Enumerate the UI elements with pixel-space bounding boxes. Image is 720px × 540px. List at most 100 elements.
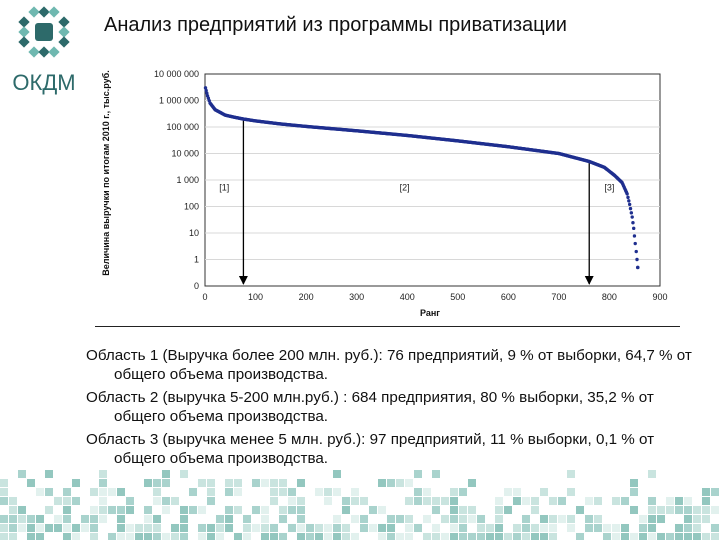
x-tick-label: 100: [248, 292, 263, 302]
mosaic-tile: [9, 515, 17, 523]
mosaic-tile: [432, 506, 440, 514]
mosaic-tile: [297, 533, 305, 540]
mosaic-tile: [630, 506, 638, 514]
logo-square: [18, 16, 30, 28]
mosaic-tile: [126, 506, 134, 514]
mosaic-tile: [324, 488, 332, 496]
mosaic-tile: [270, 533, 278, 540]
mosaic-tile: [603, 524, 611, 532]
mosaic-tile: [270, 524, 278, 532]
mosaic-tile: [0, 479, 8, 487]
data-point: [635, 257, 639, 262]
mosaic-tile: [585, 497, 593, 505]
mosaic-tile: [450, 515, 458, 523]
mosaic-tile: [414, 497, 422, 505]
mosaic-tile: [63, 497, 71, 505]
mosaic-tile: [549, 515, 557, 523]
mosaic-tile: [180, 533, 188, 540]
mosaic-tile: [297, 497, 305, 505]
mosaic-tile: [306, 533, 314, 540]
x-tick-label: 900: [652, 292, 667, 302]
mosaic-tile: [9, 497, 17, 505]
mosaic-tile: [540, 533, 548, 540]
mosaic-tile: [117, 506, 125, 514]
mosaic-tile: [567, 524, 575, 532]
mosaic-tile: [63, 515, 71, 523]
mosaic-tile: [63, 524, 71, 532]
mosaic-tile: [261, 515, 269, 523]
note-region-3: Область 3 (выручка менее 5 млн. руб.): 9…: [86, 431, 655, 467]
mosaic-tile: [684, 524, 692, 532]
mosaic-tile: [45, 470, 53, 478]
mosaic-tile: [27, 533, 35, 540]
logo-square: [18, 36, 30, 48]
logo-square: [38, 6, 50, 18]
mosaic-tile: [360, 515, 368, 523]
mosaic-tile: [90, 524, 98, 532]
mosaic-tile: [144, 479, 152, 487]
mosaic-tile: [135, 524, 143, 532]
y-tick-label: 0: [194, 281, 199, 291]
mosaic-tile: [432, 470, 440, 478]
y-tick-labels: 0 1 10 100 1 000 10 000 100 000 1 000 000 10 000…: [154, 69, 199, 291]
mosaic-tile: [189, 506, 197, 514]
mosaic-tile: [387, 533, 395, 540]
mosaic-tile: [378, 479, 386, 487]
mosaic-tile: [324, 497, 332, 505]
mosaic-tile: [657, 506, 665, 514]
mosaic-tile: [702, 488, 710, 496]
mosaic-tile: [684, 533, 692, 540]
data-point: [633, 241, 637, 246]
mosaic-tile: [495, 524, 503, 532]
mosaic-tile: [162, 533, 170, 540]
logo-square: [58, 16, 70, 28]
mosaic-tile: [180, 470, 188, 478]
mosaic-tile: [477, 524, 485, 532]
mosaic-tile: [90, 488, 98, 496]
mosaic-tile: [648, 533, 656, 540]
mosaic-tile: [270, 488, 278, 496]
mosaic-tile: [504, 488, 512, 496]
mosaic-tile: [666, 497, 674, 505]
mosaic-tile: [675, 506, 683, 514]
data-point: [634, 249, 638, 254]
mosaic-tile: [18, 515, 26, 523]
logo-square: [38, 46, 50, 58]
mosaic-tile: [189, 488, 197, 496]
mosaic-tile: [513, 488, 521, 496]
mosaic-tile: [234, 533, 242, 540]
mosaic-tile: [36, 515, 44, 523]
mosaic-tile: [0, 515, 8, 523]
mosaic-tile: [261, 533, 269, 540]
x-tick-label: 800: [602, 292, 617, 302]
mosaic-tile: [225, 524, 233, 532]
mosaic-tile: [459, 506, 467, 514]
mosaic-tile: [549, 533, 557, 540]
mosaic-tile: [315, 533, 323, 540]
mosaic-tile: [567, 488, 575, 496]
data-point: [632, 226, 636, 231]
mosaic-tile: [81, 515, 89, 523]
mosaic-tile: [180, 506, 188, 514]
data-point: [627, 199, 631, 203]
mosaic-tile: [414, 470, 422, 478]
mosaic-tile: [450, 533, 458, 540]
logo-center-square: [35, 23, 53, 41]
mosaic-tile: [702, 533, 710, 540]
mosaic-tile: [495, 533, 503, 540]
mosaic-tile: [522, 524, 530, 532]
mosaic-tile: [225, 488, 233, 496]
region-labels: [1] [2] [3]: [219, 183, 614, 193]
y-tick-label: 1 000 000: [159, 96, 199, 106]
mosaic-tile: [279, 479, 287, 487]
mosaic-tile: [657, 533, 665, 540]
mosaic-tile: [540, 488, 548, 496]
mosaic-tile: [261, 479, 269, 487]
mosaic-tile: [495, 515, 503, 523]
mosaic-tile: [387, 479, 395, 487]
mosaic-tile: [36, 533, 44, 540]
mosaic-tile: [36, 524, 44, 532]
mosaic-tile: [693, 515, 701, 523]
logo-square: [28, 6, 40, 18]
mosaic-tile: [90, 506, 98, 514]
